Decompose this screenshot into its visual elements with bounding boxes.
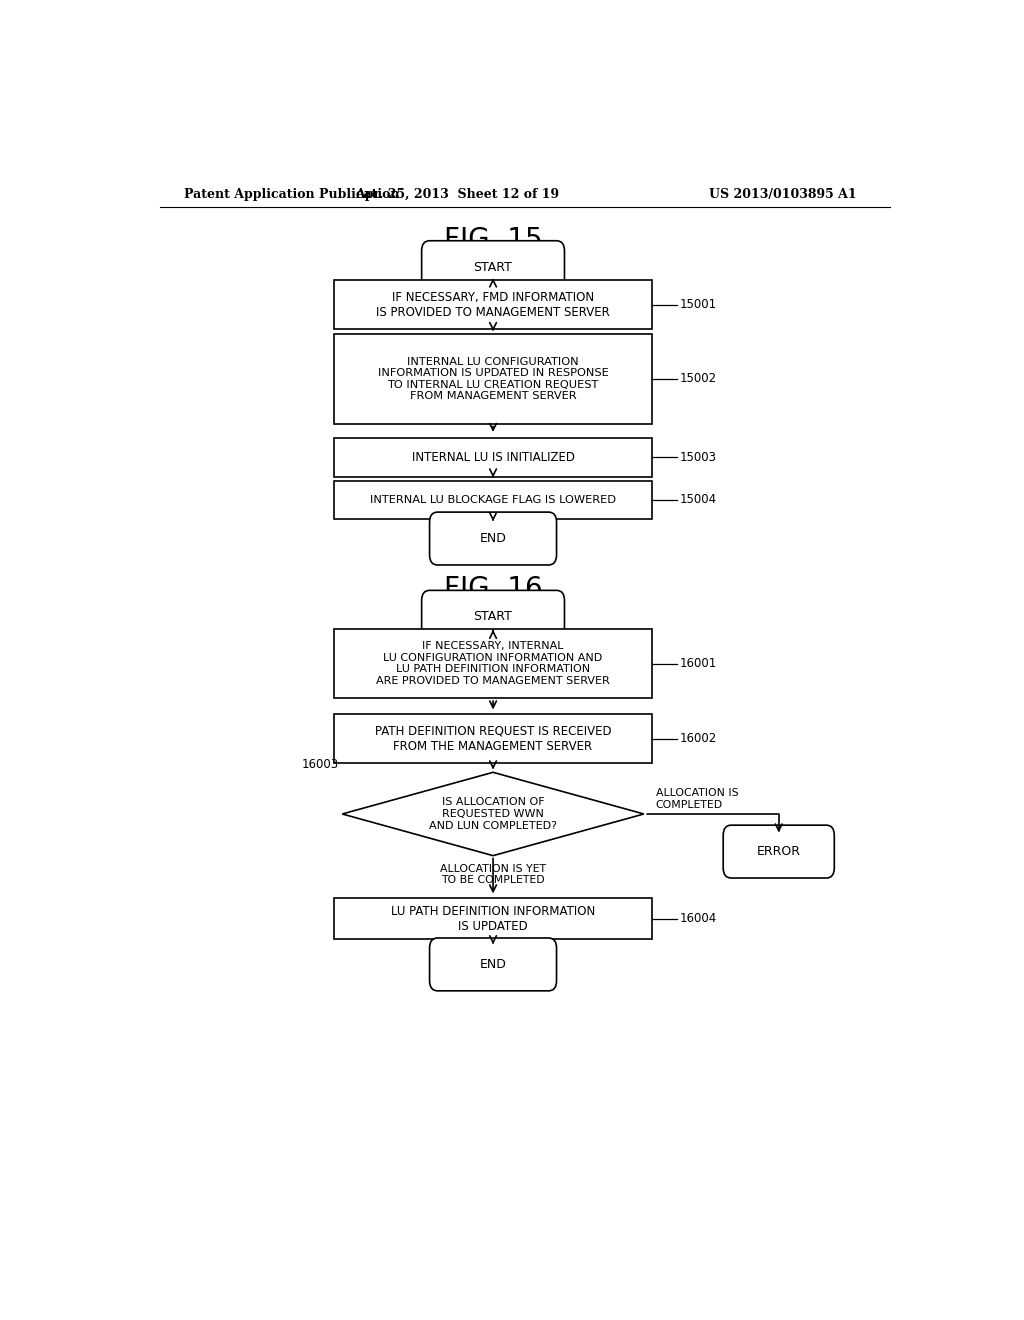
Text: ERROR: ERROR — [757, 845, 801, 858]
Text: IF NECESSARY, INTERNAL
LU CONFIGURATION INFORMATION AND
LU PATH DEFINITION INFOR: IF NECESSARY, INTERNAL LU CONFIGURATION … — [376, 642, 610, 686]
Text: INTERNAL LU CONFIGURATION
INFORMATION IS UPDATED IN RESPONSE
TO INTERNAL LU CREA: INTERNAL LU CONFIGURATION INFORMATION IS… — [378, 356, 608, 401]
Text: 16003: 16003 — [301, 758, 338, 771]
Text: PATH DEFINITION REQUEST IS RECEIVED
FROM THE MANAGEMENT SERVER: PATH DEFINITION REQUEST IS RECEIVED FROM… — [375, 725, 611, 752]
Text: 15004: 15004 — [680, 494, 717, 507]
Text: 15002: 15002 — [680, 372, 717, 385]
Bar — [334, 438, 652, 477]
Text: Apr. 25, 2013  Sheet 12 of 19: Apr. 25, 2013 Sheet 12 of 19 — [355, 187, 559, 201]
Text: IF NECESSARY, FMD INFORMATION
IS PROVIDED TO MANAGEMENT SERVER: IF NECESSARY, FMD INFORMATION IS PROVIDE… — [376, 290, 610, 318]
Text: 16002: 16002 — [680, 733, 717, 746]
FancyBboxPatch shape — [422, 590, 564, 643]
FancyBboxPatch shape — [723, 825, 835, 878]
Text: 15003: 15003 — [680, 450, 717, 463]
FancyBboxPatch shape — [430, 512, 557, 565]
Text: 16004: 16004 — [680, 912, 717, 925]
Text: 16001: 16001 — [680, 657, 717, 671]
Polygon shape — [342, 772, 644, 855]
Text: ALLOCATION IS YET
TO BE COMPLETED: ALLOCATION IS YET TO BE COMPLETED — [440, 863, 546, 886]
Text: LU PATH DEFINITION INFORMATION
IS UPDATED: LU PATH DEFINITION INFORMATION IS UPDATE… — [391, 904, 595, 933]
Bar — [334, 280, 652, 329]
Bar — [334, 899, 652, 939]
Text: ALLOCATION IS
COMPLETED: ALLOCATION IS COMPLETED — [655, 788, 738, 809]
Text: INTERNAL LU BLOCKAGE FLAG IS LOWERED: INTERNAL LU BLOCKAGE FLAG IS LOWERED — [370, 495, 616, 506]
Text: US 2013/0103895 A1: US 2013/0103895 A1 — [709, 187, 856, 201]
Text: INTERNAL LU IS INITIALIZED: INTERNAL LU IS INITIALIZED — [412, 450, 574, 463]
Text: IS ALLOCATION OF
REQUESTED WWN
AND LUN COMPLETED?: IS ALLOCATION OF REQUESTED WWN AND LUN C… — [429, 797, 557, 830]
Bar — [334, 480, 652, 519]
Bar — [334, 714, 652, 763]
FancyBboxPatch shape — [422, 240, 564, 293]
Bar — [334, 334, 652, 424]
Text: START: START — [474, 610, 512, 623]
Text: END: END — [479, 532, 507, 545]
Text: END: END — [479, 958, 507, 972]
Text: 15001: 15001 — [680, 298, 717, 312]
Text: Patent Application Publication: Patent Application Publication — [183, 187, 399, 201]
Bar — [334, 630, 652, 698]
Text: START: START — [474, 260, 512, 273]
Text: FIG. 16: FIG. 16 — [443, 576, 543, 603]
FancyBboxPatch shape — [430, 939, 557, 991]
Text: FIG. 15: FIG. 15 — [443, 226, 543, 253]
